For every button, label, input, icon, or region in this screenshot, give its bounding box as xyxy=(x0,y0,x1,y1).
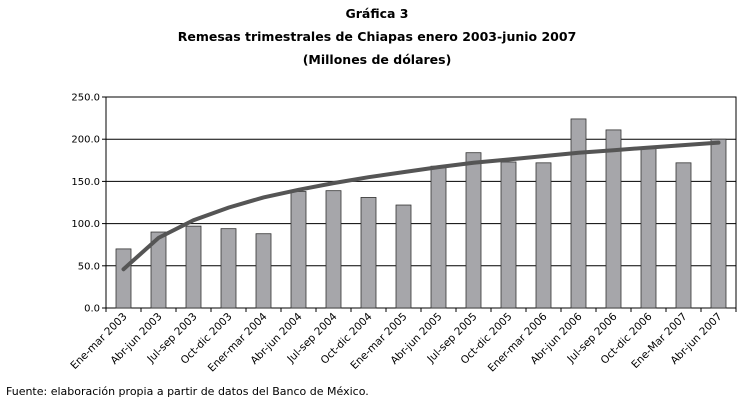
bar xyxy=(115,248,132,309)
bar xyxy=(255,233,272,309)
bar xyxy=(570,118,587,309)
chart-label: Gráfica 3 xyxy=(345,6,409,21)
bar xyxy=(150,231,167,309)
bar xyxy=(500,161,517,309)
bar xyxy=(605,129,622,309)
bars xyxy=(115,118,727,309)
bar xyxy=(220,228,237,309)
bar xyxy=(360,197,377,309)
bar xyxy=(325,190,342,309)
y-tick-label: 100.0 xyxy=(71,219,100,230)
chart-subtitle: (Millones de dólares) xyxy=(302,52,452,67)
bar xyxy=(675,162,692,309)
bar xyxy=(185,225,202,309)
y-tick-label: 50.0 xyxy=(78,261,100,272)
bar xyxy=(290,191,307,309)
source-note: Fuente: elaboración propia a partir de d… xyxy=(6,385,369,398)
y-tick-label: 200.0 xyxy=(71,135,100,146)
y-tick-label: 250.0 xyxy=(71,93,100,104)
bar xyxy=(465,152,482,309)
bar xyxy=(535,162,552,309)
y-axis-ticks: 0.0 50.0 100.0 150.0 200.0 250.0 xyxy=(71,93,106,315)
chart-title: Remesas trimestrales de Chiapas enero 20… xyxy=(177,29,577,44)
bar xyxy=(430,165,447,309)
y-tick-label: 150.0 xyxy=(71,177,100,188)
gridlines xyxy=(106,138,736,267)
trend-line xyxy=(121,140,721,272)
plot-area xyxy=(105,96,737,309)
bar xyxy=(395,204,412,309)
bar xyxy=(640,147,657,309)
bar xyxy=(710,138,727,309)
y-tick-label: 0.0 xyxy=(84,304,100,315)
